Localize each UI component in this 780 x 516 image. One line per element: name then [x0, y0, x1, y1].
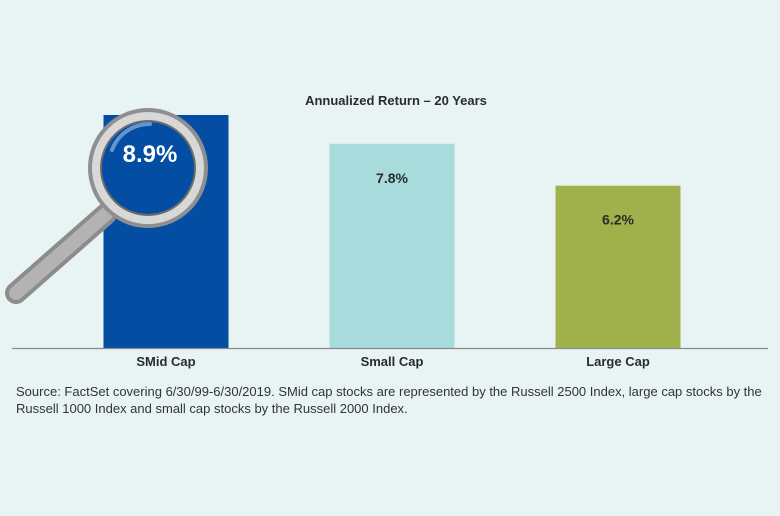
bar-chart: Annualized Return – 20 Years SMid Cap Sma…	[5, 93, 768, 369]
category-labels: SMid Cap Small Cap Large Cap	[136, 354, 649, 369]
value-label: 7.8%	[376, 170, 408, 186]
category-label: Small Cap	[361, 354, 424, 369]
category-label: Large Cap	[586, 354, 650, 369]
value-label: 6.2%	[602, 212, 634, 228]
category-label: SMid Cap	[136, 354, 195, 369]
chart-title: Annualized Return – 20 Years	[305, 93, 487, 108]
value-labels: 8.9% 7.8% 6.2%	[123, 141, 635, 228]
bar-large-cap	[555, 185, 681, 348]
source-note: Source: FactSet covering 6/30/99-6/30/20…	[16, 384, 762, 416]
magnifying-glass-icon	[5, 108, 208, 304]
bar-small-cap	[329, 143, 455, 348]
value-label: 8.9%	[123, 141, 178, 168]
